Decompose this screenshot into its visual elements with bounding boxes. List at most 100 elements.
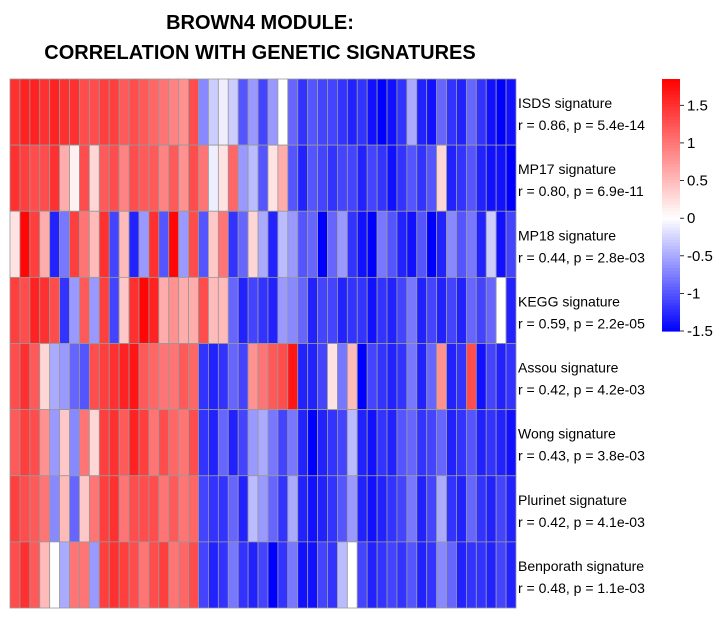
legend-swatch-16 (662, 129, 680, 134)
heatmap-cell-r0-c8 (88, 78, 100, 146)
heatmap-cell-r7-c44 (446, 541, 457, 609)
heatmap-cell-r6-c10 (108, 475, 120, 543)
heatmap-cell-r2-c33 (337, 210, 348, 278)
legend-swatch-62 (662, 274, 680, 279)
heatmap-cell-r2-c35 (356, 210, 368, 278)
color-legend: 1.5 1 0.5 0 -0.5 -1 -1.5 (662, 79, 713, 340)
heatmap-cell-r1-c21 (217, 144, 229, 212)
heatmap-cell-r4-c27 (277, 343, 289, 411)
heatmap-cell-r2-c47 (475, 210, 487, 278)
heatmap-cell-r6-c29 (297, 475, 309, 543)
legend-tick-label-2: 0.5 (687, 173, 708, 190)
heatmap-cell-r5-c15 (158, 409, 170, 477)
heatmap-cell-r5-c23 (237, 409, 249, 477)
legend-swatch-15 (662, 126, 680, 130)
heatmap-cell-r3-c43 (436, 276, 447, 344)
heatmap-cell-r7-c12 (128, 541, 140, 609)
heatmap-cell-r2-c41 (416, 210, 428, 278)
legend-swatch-13 (662, 119, 680, 124)
heatmap-cell-r2-c6 (69, 210, 80, 278)
heatmap-cell-r3-c16 (168, 276, 180, 344)
heatmap-cell-r6-c23 (237, 475, 249, 543)
legend-swatch-9 (662, 107, 680, 112)
heatmap-cell-r3-c32 (327, 276, 338, 344)
heatmap-cell-r6-c45 (456, 475, 467, 543)
heatmap-cell-r5-c32 (327, 409, 338, 477)
heatmap-cell-r2-c38 (386, 210, 398, 278)
heatmap-cell-r5-c41 (416, 409, 428, 477)
heatmap-cell-r4-c46 (465, 343, 477, 411)
heatmap-cell-r6-c6 (69, 475, 80, 543)
heatmap-cell-r1-c34 (346, 144, 358, 212)
heatmap-cell-r3-c31 (317, 276, 328, 344)
heatmap-cell-r3-c18 (188, 276, 199, 344)
heatmap-cell-r3-c12 (128, 276, 140, 344)
heatmap-cell-r3-c14 (148, 276, 160, 344)
legend-swatch-60 (662, 268, 680, 272)
heatmap-cell-r7-c37 (376, 541, 388, 609)
heatmap-cell-r3-c27 (277, 276, 289, 344)
heatmap-cell-r2-c20 (208, 210, 219, 278)
legend-swatch-12 (662, 116, 680, 121)
heatmap-cell-r2-c27 (277, 210, 289, 278)
heatmap-cell-r3-c3 (39, 276, 51, 344)
heatmap-cell-r2-c12 (128, 210, 140, 278)
heatmap-cell-r2-c16 (168, 210, 180, 278)
heatmap-cell-r4-c3 (39, 343, 51, 411)
heatmap-cell-r0-c17 (178, 78, 189, 146)
heatmap-cell-r4-c48 (485, 343, 497, 411)
row-stat-3: r = 0.59, p = 2.2e-05 (518, 315, 645, 331)
legend-swatch-17 (662, 132, 680, 137)
heatmap-cell-r3-c6 (69, 276, 80, 344)
heatmap-cell-r1-c39 (396, 144, 408, 212)
heatmap-cell-r3-c7 (79, 276, 90, 344)
heatmap-cell-r7-c23 (237, 541, 249, 609)
heatmap-cell-r4-c16 (168, 343, 180, 411)
heatmap-cell-r5-c26 (267, 409, 279, 477)
heatmap-cell-r1-c7 (79, 144, 90, 212)
heatmap-cell-r1-c42 (426, 144, 438, 212)
legend-swatch-28 (662, 167, 680, 171)
heatmap-cell-r4-c10 (108, 343, 120, 411)
heatmap-cell-r5-c16 (168, 409, 180, 477)
heatmap-cell-r1-c47 (475, 144, 487, 212)
heatmap-cell-r3-c42 (426, 276, 438, 344)
heatmap-cell-r1-c5 (59, 144, 70, 212)
heatmap-cell-r5-c9 (98, 409, 110, 477)
heatmap-cell-r5-c29 (297, 409, 309, 477)
heatmap-cell-r6-c0 (9, 475, 21, 543)
heatmap-cell-r7-c18 (188, 541, 199, 609)
heatmap-cell-r5-c48 (485, 409, 497, 477)
heatmap-cell-r1-c45 (456, 144, 467, 212)
heatmap-cell-r3-c40 (406, 276, 418, 344)
heatmap-cell-r6-c26 (267, 475, 279, 543)
legend-swatch-45 (662, 220, 680, 225)
heatmap-cell-r0-c46 (465, 78, 477, 146)
row-label-5: Wong signature (518, 426, 616, 442)
heatmap-cell-r5-c0 (9, 409, 21, 477)
heatmap-cell-r1-c19 (198, 144, 209, 212)
heatmap-cell-r0-c47 (475, 78, 487, 146)
heatmap-cell-r7-c32 (327, 541, 338, 609)
legend-swatch-22 (662, 148, 680, 153)
heatmap-cell-r7-c15 (158, 541, 170, 609)
heatmap-cell-r1-c8 (88, 144, 100, 212)
heatmap-cell-r1-c18 (188, 144, 199, 212)
heatmap-cell-r2-c1 (19, 210, 31, 278)
heatmap-cell-r5-c8 (88, 409, 100, 477)
heatmap-cell-r2-c25 (257, 210, 269, 278)
heatmap-cell-r7-c11 (118, 541, 130, 609)
heatmap-cells (9, 78, 517, 609)
row-stat-1: r = 0.80, p = 6.9e-11 (518, 183, 644, 199)
heatmap-cell-r0-c20 (208, 78, 219, 146)
legend-swatch-21 (662, 145, 680, 149)
heatmap-cell-r3-c33 (337, 276, 348, 344)
legend-swatch-77 (662, 321, 680, 326)
heatmap-cell-r3-c24 (247, 276, 259, 344)
heatmap-cell-r7-c16 (168, 541, 180, 609)
heatmap-cell-r1-c11 (118, 144, 130, 212)
heatmap-cell-r4-c28 (287, 343, 299, 411)
heatmap-cell-r7-c43 (436, 541, 447, 609)
legend-swatch-26 (662, 160, 680, 165)
legend-swatch-27 (662, 164, 680, 168)
